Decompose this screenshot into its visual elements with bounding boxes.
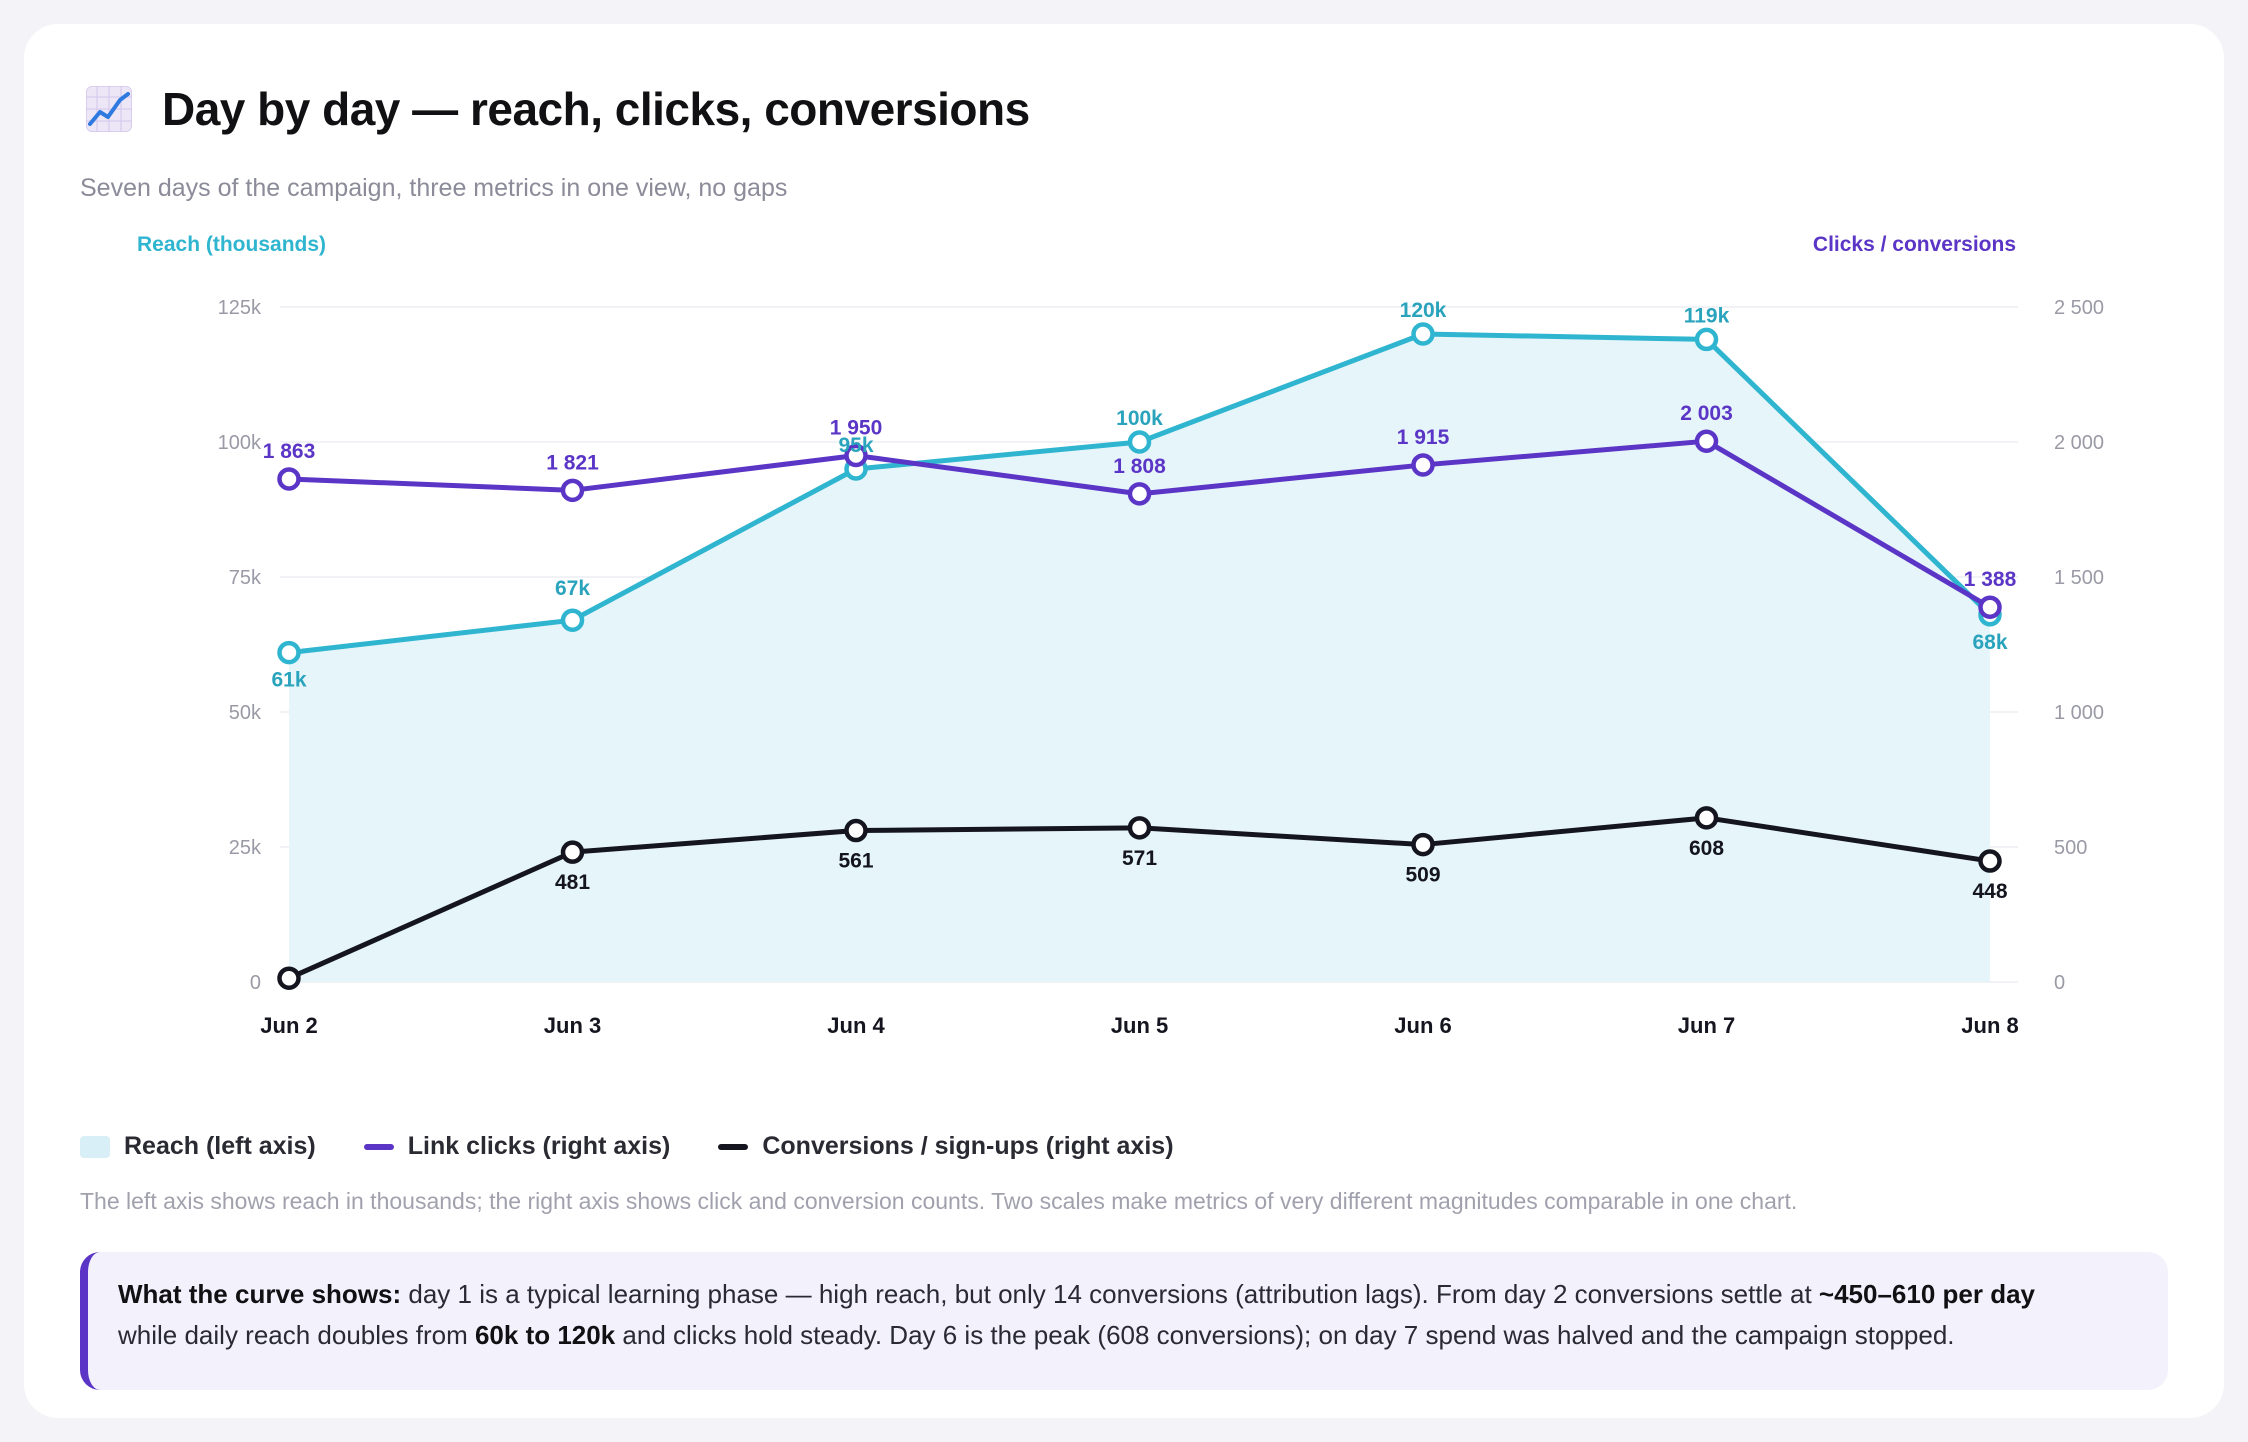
conversions-point xyxy=(1978,849,2002,873)
right-tick-label: 2 500 xyxy=(2054,297,2104,319)
reach-data-label: 120k xyxy=(1400,299,1447,322)
conversions-point xyxy=(277,966,301,990)
reach-area xyxy=(289,334,1990,982)
clicks-point xyxy=(1978,595,2002,619)
clicks-data-label: 1 808 xyxy=(1113,455,1166,478)
conversions-data-label: 481 xyxy=(555,871,590,894)
clicks-data-label: 1 388 xyxy=(1964,568,2017,591)
conversions-data-label: 509 xyxy=(1405,864,1440,887)
x-tick-label: Jun 4 xyxy=(827,1013,885,1038)
reach-data-label: 61k xyxy=(271,669,306,692)
reach-data-label: 95k xyxy=(838,434,873,457)
clicks-data-label: 2 003 xyxy=(1680,402,1733,425)
header: Day by day — reach, clicks, conversions xyxy=(86,82,1030,136)
clicks-data-label: 1 821 xyxy=(546,451,599,474)
reach-data-label: 67k xyxy=(555,577,590,600)
legend-label-reach: Reach (left axis) xyxy=(124,1132,316,1160)
page-title: Day by day — reach, clicks, conversions xyxy=(162,83,1030,135)
legend-label-clicks: Link clicks (right axis) xyxy=(407,1132,671,1160)
right-tick-label: 2 000 xyxy=(2054,432,2104,454)
axis-note: The left axis shows reach in thousands; … xyxy=(80,1188,1798,1214)
page-subtitle: Seven days of the campaign, three metric… xyxy=(80,174,788,202)
legend: Reach (left axis) Link clicks (right axi… xyxy=(80,1132,1222,1161)
conversions-point xyxy=(844,818,868,843)
conversions-point xyxy=(1694,806,1719,830)
callout-text-3: and clicks hold steady. Day 6 is the pea… xyxy=(615,1320,1955,1350)
conversions-point xyxy=(560,840,585,864)
left-tick-label: 50k xyxy=(229,702,262,724)
left-tick-label: 75k xyxy=(229,567,262,589)
reach-data-label: 68k xyxy=(1972,631,2007,654)
legend-item-conversions: Conversions / sign-ups (right axis) xyxy=(718,1132,1174,1161)
conversions-data-label: 608 xyxy=(1689,837,1724,860)
x-tick-label: Jun 6 xyxy=(1394,1013,1451,1038)
chart-increasing-icon xyxy=(86,86,132,132)
x-tick-label: Jun 8 xyxy=(1961,1013,2018,1038)
reach-data-label: 119k xyxy=(1684,304,1730,327)
conversions-data-label: 571 xyxy=(1122,847,1157,870)
legend-item-reach: Reach (left axis) xyxy=(80,1132,316,1161)
legend-swatch-reach xyxy=(80,1135,110,1158)
clicks-data-label: 1 915 xyxy=(1397,426,1450,449)
reach-data-label: 100k xyxy=(1116,407,1163,430)
clicks-point xyxy=(1127,482,1152,506)
right-tick-label: 0 xyxy=(2054,972,2065,994)
conversions-point xyxy=(1127,816,1152,840)
clicks-data-label: 1 950 xyxy=(830,417,883,440)
right-tick-label: 1 500 xyxy=(2054,567,2104,589)
left-axis-label: Reach (thousands) xyxy=(137,233,326,256)
conversions-data-label: 561 xyxy=(838,850,873,873)
left-tick-label: 0 xyxy=(250,972,261,994)
left-tick-label: 25k xyxy=(229,837,262,859)
right-axis-label: Clicks / conversions xyxy=(1813,233,2016,256)
chart-svg: 0 25k 50k 75k 100k 125k 0 500 1 000 1 500 2 000 2 5… xyxy=(137,233,2104,1038)
clicks-point xyxy=(560,478,585,503)
legend-swatch-conversions xyxy=(718,1143,749,1150)
left-tick-label: 125k xyxy=(218,297,262,319)
reach-point xyxy=(560,608,585,632)
x-tick-label: Jun 5 xyxy=(1111,1013,1168,1038)
reach-point xyxy=(1127,430,1152,454)
legend-item-clicks: Link clicks (right axis) xyxy=(363,1132,671,1161)
legend-swatch-clicks xyxy=(363,1143,394,1150)
callout-text-2: while daily reach doubles from xyxy=(118,1320,475,1350)
right-tick-label: 500 xyxy=(2054,837,2087,859)
x-tick-label: Jun 7 xyxy=(1678,1013,1735,1038)
clicks-point xyxy=(1411,453,1435,477)
callout-lead: What the curve shows: xyxy=(118,1279,402,1309)
left-tick-label: 100k xyxy=(218,432,262,454)
x-tick-label: Jun 2 xyxy=(260,1013,317,1038)
insight-callout: What the curve shows: day 1 is a typical… xyxy=(80,1252,2168,1390)
x-tick-label: Jun 3 xyxy=(544,1013,601,1038)
clicks-point xyxy=(277,467,301,491)
callout-text-1: day 1 is a typical learning phase — high… xyxy=(401,1279,1819,1309)
right-tick-label: 1 000 xyxy=(2054,702,2104,724)
callout-bold-2: 60k to 120k xyxy=(474,1320,616,1350)
callout-bold-1: ~450–610 per day xyxy=(1818,1279,2036,1309)
clicks-point xyxy=(1694,429,1719,453)
reach-point xyxy=(277,640,301,665)
legend-label-conversions: Conversions / sign-ups (right axis) xyxy=(762,1132,1174,1160)
reach-point xyxy=(1411,322,1435,346)
conversions-data-label: 448 xyxy=(1972,880,2007,903)
clicks-point xyxy=(844,443,868,468)
conversions-point xyxy=(1411,832,1435,857)
clicks-data-label: 1 863 xyxy=(263,440,316,463)
reach-point xyxy=(1694,327,1719,352)
